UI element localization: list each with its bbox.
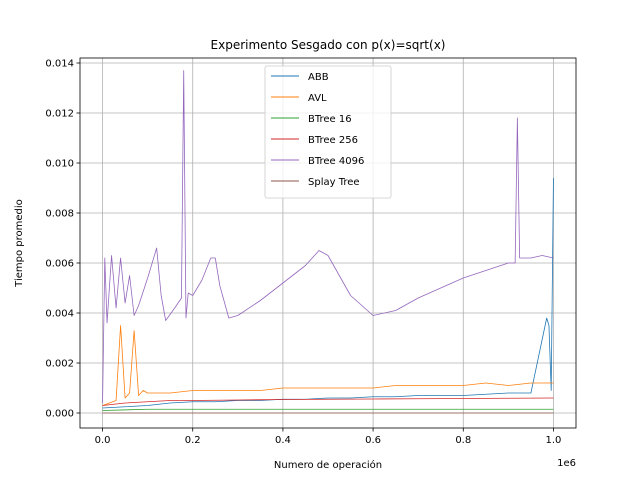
y-tick-label: 0.014 xyxy=(45,59,74,70)
x-axis-offset-label: 1e6 xyxy=(557,458,576,469)
legend-label-btree-256: BTree 256 xyxy=(308,135,358,146)
series-line-abb xyxy=(102,177,554,409)
series-line-avl xyxy=(102,325,554,406)
y-tick-label: 0.002 xyxy=(45,359,74,370)
y-tick-label: 0.008 xyxy=(45,209,74,220)
y-ticks: 0.000 0.002 0.004 0.006 0.008 0.010 0.012 0.014 xyxy=(45,59,80,420)
chart-title: Experimento Sesgado con p(x)=sqrt(x) xyxy=(211,38,446,52)
series-line-btree-16 xyxy=(102,408,554,411)
y-axis-label: Tiempo promedio xyxy=(14,199,25,288)
x-tick-label: 0.6 xyxy=(365,435,381,446)
plot-frame xyxy=(79,57,577,429)
x-tick-label: 0.0 xyxy=(95,435,111,446)
legend-box xyxy=(264,65,392,199)
x-tick-label: 0.4 xyxy=(275,435,291,446)
legend-label-avl: AVL xyxy=(308,93,327,104)
legend-label-btree-16: BTree 16 xyxy=(308,114,352,125)
legend-label-splay-tree: Splay Tree xyxy=(308,177,360,188)
legend-label-abb: ABB xyxy=(308,72,329,83)
legend-label-btree-4096: BTree 4096 xyxy=(308,156,364,167)
y-tick-label: 0.004 xyxy=(45,309,74,320)
x-tick-label: 0.2 xyxy=(185,435,201,446)
y-tick-label: 0.012 xyxy=(45,109,74,120)
y-tick-label: 0.000 xyxy=(45,409,74,420)
legend: ABB AVL BTree 16 BTree 256 BTree 4096 Splay T… xyxy=(264,65,392,199)
series-line-btree-256 xyxy=(102,397,554,406)
x-tick-label: 0.8 xyxy=(455,435,471,446)
x-axis-label: Numero de operación xyxy=(274,459,382,471)
x-ticks: 0.0 0.2 0.4 0.6 0.8 1.0 xyxy=(95,428,562,446)
series-layer xyxy=(102,70,554,414)
series-line-btree-4096 xyxy=(102,70,554,404)
x-tick-label: 1.0 xyxy=(546,435,562,446)
y-tick-label: 0.006 xyxy=(45,259,74,270)
y-tick-label: 0.010 xyxy=(45,159,74,170)
